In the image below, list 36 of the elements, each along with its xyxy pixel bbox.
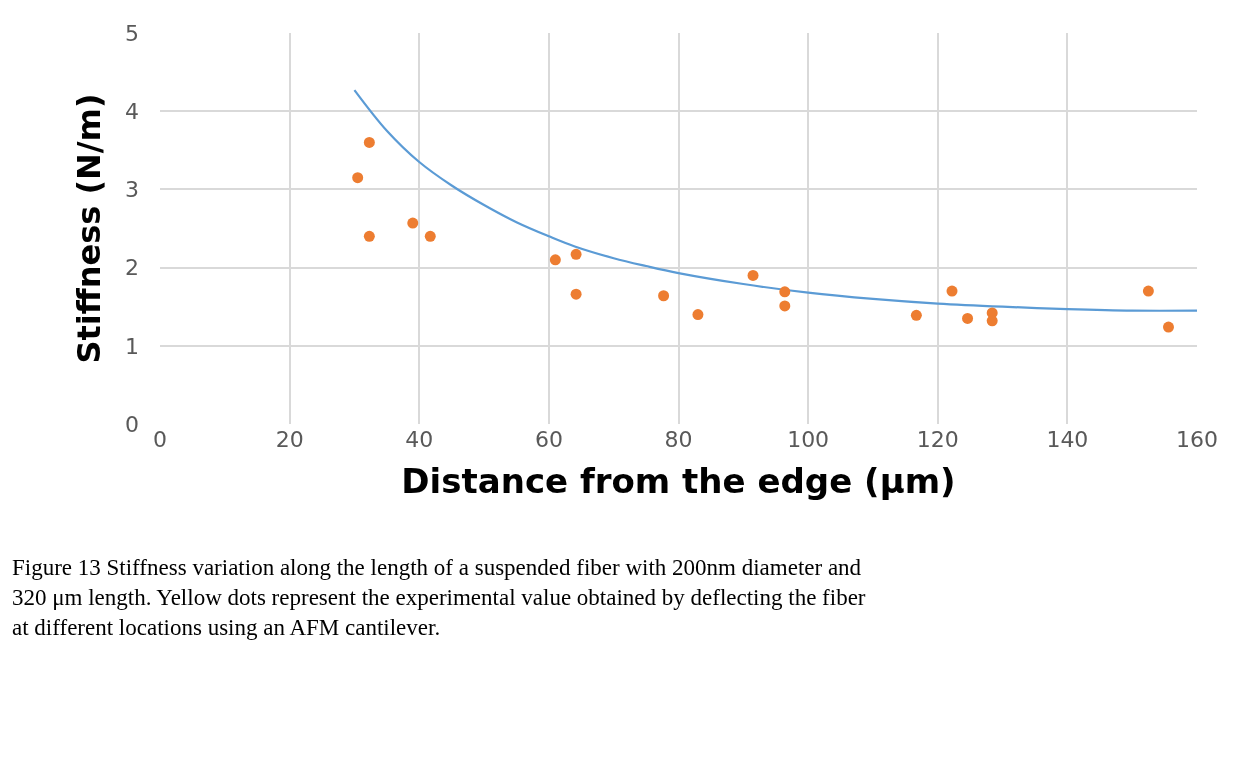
point [910, 309, 922, 321]
point [946, 285, 958, 297]
point [363, 136, 375, 148]
y-tick-label: 3 [125, 177, 139, 203]
point [692, 309, 704, 321]
y-tick-label: 2 [125, 255, 139, 281]
point [747, 269, 759, 281]
x-tick-label: 80 [664, 427, 693, 452]
caption: Figure 13 Stiffness variation along the length of a suspended fiber with 200nm diameter and 320 μm length. Yellow dots represent the experimental value obtained by deflecting the fiber at different locations using an AFM cantilever. [12, 555, 866, 640]
x-tick-label: 0 [153, 427, 167, 452]
point [363, 230, 375, 242]
x-tick-label: 140 [1046, 427, 1089, 452]
x-tick-label: 20 [275, 427, 304, 452]
point [352, 172, 364, 184]
y-tick-label: 5 [125, 20, 139, 46]
point [962, 312, 974, 324]
line-series [353, 88, 1197, 312]
x-axis-title: Distance from the edge (μm) [401, 461, 956, 502]
x-tick-label: 120 [916, 427, 959, 452]
x-tick-label: 40 [405, 427, 434, 452]
point [658, 290, 670, 302]
point [549, 254, 561, 266]
x-tick-label: 100 [787, 427, 830, 452]
point [570, 248, 582, 260]
y-axis-title: Stiffness (N/m) [70, 93, 109, 364]
point [1142, 285, 1154, 297]
y-tick-label: 4 [125, 98, 139, 124]
x-tick-label: 60 [534, 427, 563, 452]
y-tick-label: 1 [125, 333, 139, 359]
point [1162, 321, 1174, 333]
point [407, 217, 419, 229]
point [779, 286, 791, 298]
x-tick-label: 160 [1176, 427, 1218, 452]
point [570, 288, 582, 300]
point [779, 300, 791, 312]
point [424, 230, 436, 242]
